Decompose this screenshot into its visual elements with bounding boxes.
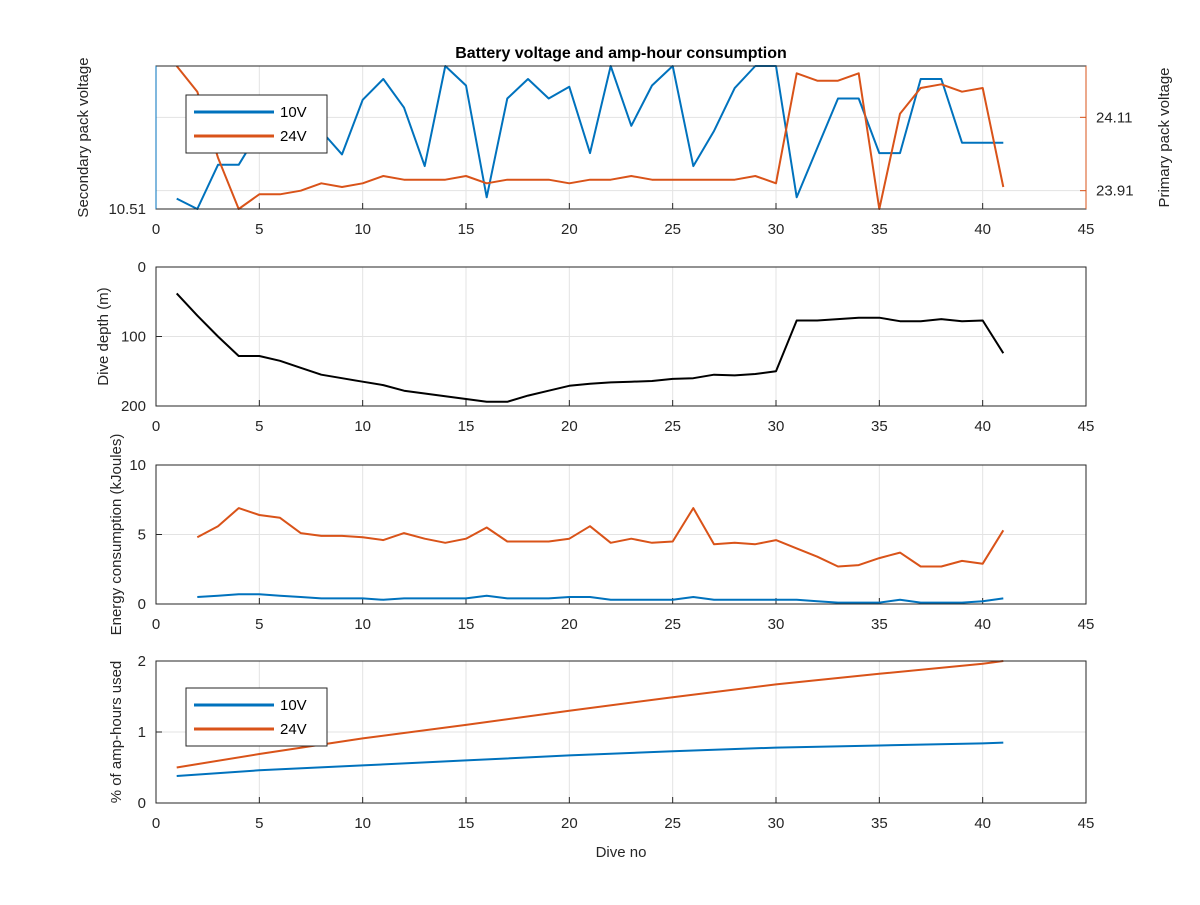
amphours-xtick-label: 25 [664,815,681,832]
voltage-right-axis-label: Primary pack voltage [1156,67,1173,207]
depth-xtick-label: 35 [871,418,888,435]
energy-series-line-24V [196,507,1005,568]
voltage-xtick-label: 45 [1078,221,1095,238]
energy-xtick-label: 25 [664,616,681,633]
voltage-xtick-label: 25 [664,221,681,238]
amphours-legend-label-24V: 24V [280,721,307,738]
voltage-xtick-label: 10 [354,221,371,238]
voltage-xtick-label: 20 [561,221,578,238]
energy-xtick-label: 10 [354,616,371,633]
depth-ytick-label: 100 [121,329,146,346]
energy-series-line-10V [197,593,1004,604]
depth-xtick-label: 15 [458,418,475,435]
voltage-xtick-label: 15 [458,221,475,238]
amphours-ytick-label: 2 [138,653,146,670]
depth-ytick-label: 0 [138,259,146,276]
amphours-xtick-label: 40 [974,815,991,832]
energy-xtick-label: 35 [871,616,888,633]
energy-ytick-label: 10 [129,457,146,474]
energy-axes-box [155,464,1087,605]
amphours-xtick-label: 10 [354,815,371,832]
amphours-xtick-label: 20 [561,815,578,832]
chart-title: Battery voltage and amp-hour consumption [455,45,787,62]
energy-xtick-label: 20 [561,616,578,633]
amphours-legend-label-10V: 10V [280,697,307,714]
energy-xtick-label: 0 [152,616,160,633]
depth-series-line-depth [175,292,1005,403]
depth-xtick-label: 0 [152,418,160,435]
depth-axes-box [155,266,1087,407]
depth-xtick-label: 30 [768,418,785,435]
depth-xtick-label: 40 [974,418,991,435]
depth-xtick-label: 25 [664,418,681,435]
voltage-xtick-label: 30 [768,221,785,238]
depth-xtick-label: 20 [561,418,578,435]
amphours-xtick-label: 30 [768,815,785,832]
voltage-left-axis-label: Secondary pack voltage [75,57,92,217]
energy-xtick-label: 40 [974,616,991,633]
voltage-legend-label-24V: 24V [280,128,307,145]
energy-xtick-label: 30 [768,616,785,633]
amphours-xtick-label: 0 [152,815,160,832]
amphours-ytick-label: 0 [138,795,146,812]
depth-y-axis-label: Dive depth (m) [95,287,112,385]
amphours-xtick-label: 35 [871,815,888,832]
voltage-xtick-label: 0 [152,221,160,238]
voltage-left-ytick-label: 10.51 [108,201,146,218]
voltage-xtick-label: 40 [974,221,991,238]
voltage-xtick-label: 5 [255,221,263,238]
voltage-series-line-24V [175,65,1005,210]
amphours-y-axis-label: % of amp-hours used [108,661,125,804]
amphours-x-axis-label: Dive no [596,844,647,861]
energy-y-axis-label: Energy consumption (kJoules) [108,434,125,636]
amphours-xtick-label: 45 [1078,815,1095,832]
amphours-legend-box [185,687,328,747]
amphours-ytick-label: 1 [138,724,146,741]
energy-ytick-label: 0 [138,596,146,613]
voltage-legend-label-10V: 10V [280,104,307,121]
voltage-right-ytick-label: 23.91 [1096,183,1134,200]
energy-ytick-label: 5 [138,527,146,544]
amphours-xtick-label: 5 [255,815,263,832]
amphours-axes-box [155,660,1087,804]
depth-xtick-label: 10 [354,418,371,435]
voltage-xtick-label: 35 [871,221,888,238]
voltage-right-ytick-label: 24.11 [1096,109,1132,126]
voltage-legend-box [185,94,328,154]
energy-xtick-label: 45 [1078,616,1095,633]
depth-xtick-label: 45 [1078,418,1095,435]
depth-ytick-label: 200 [121,398,146,415]
energy-xtick-label: 15 [458,616,475,633]
energy-xtick-label: 5 [255,616,263,633]
amphours-xtick-label: 15 [458,815,475,832]
depth-xtick-label: 5 [255,418,263,435]
amphours-series-line-10V [176,741,1004,777]
